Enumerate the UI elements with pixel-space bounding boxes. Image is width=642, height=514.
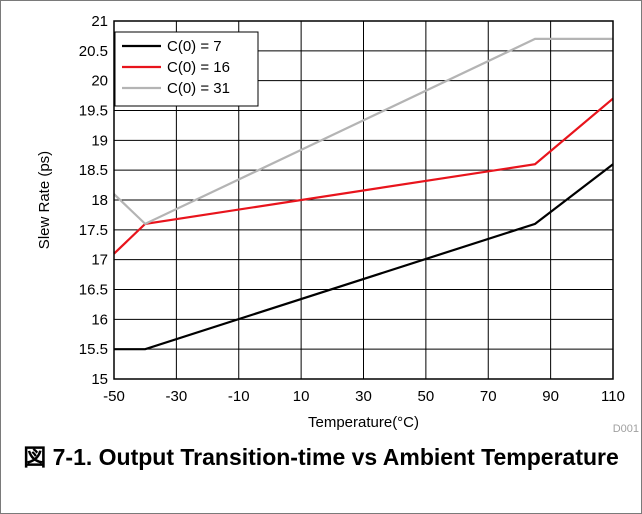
series-line-3 bbox=[113, 37, 613, 226]
x-tick-label: 30 bbox=[355, 388, 372, 405]
y-axis-label: Slew Rate (ps) bbox=[36, 151, 53, 249]
x-axis-ticks: -50 -30 -10 10 30 50 70 90 110 bbox=[103, 388, 625, 405]
y-tick-label: 17 bbox=[91, 252, 108, 269]
x-tick-label: 10 bbox=[293, 388, 310, 405]
x-tick-label: 50 bbox=[418, 388, 435, 405]
y-tick-label: 15 bbox=[91, 371, 108, 388]
series-line-1 bbox=[114, 163, 614, 351]
y-tick-label: 16 bbox=[91, 311, 108, 328]
plot-border bbox=[113, 20, 614, 380]
y-tick-label: 19.5 bbox=[79, 103, 108, 120]
y-tick-label: 21 bbox=[91, 13, 108, 30]
legend: C(0) = 7 C(0) = 16 C(0) = 31 bbox=[114, 31, 259, 107]
legend-label: C(0) = 31 bbox=[167, 80, 230, 97]
x-axis-label: Temperature(°C) bbox=[308, 414, 419, 431]
x-tick-label: -30 bbox=[166, 388, 188, 405]
y-tick-label: 18 bbox=[91, 192, 108, 209]
legend-box bbox=[114, 31, 259, 107]
y-tick-label: 20 bbox=[91, 73, 108, 90]
legend-label: C(0) = 16 bbox=[167, 59, 230, 76]
legend-label: C(0) = 7 bbox=[167, 38, 222, 55]
series-line-2 bbox=[113, 97, 614, 255]
y-tick-label: 20.5 bbox=[79, 43, 108, 60]
y-tick-label: 18.5 bbox=[79, 162, 108, 179]
y-tick-label: 17.5 bbox=[79, 222, 108, 239]
y-tick-label: 19 bbox=[91, 132, 108, 149]
slew-rate-chart: -50 -30 -10 10 30 50 70 90 110 15 15.5 16 16.5 17 17.… bbox=[36, 13, 639, 435]
figure-caption: 図 7-1. Output Transition-time vs Ambient… bbox=[23, 444, 619, 470]
y-tick-label: 16.5 bbox=[79, 282, 108, 299]
figure-code: D001 bbox=[613, 423, 639, 435]
y-tick-label: 15.5 bbox=[79, 341, 108, 358]
x-tick-label: 110 bbox=[601, 388, 625, 405]
x-tick-label: -10 bbox=[228, 388, 250, 405]
x-tick-label: -50 bbox=[103, 388, 125, 405]
x-tick-label: 70 bbox=[480, 388, 497, 405]
y-axis-ticks: 15 15.5 16 16.5 17 17.5 18 18.5 19 19.5 20 20.5 21 bbox=[79, 13, 108, 388]
x-tick-label: 90 bbox=[542, 388, 559, 405]
series-lines bbox=[113, 37, 614, 351]
